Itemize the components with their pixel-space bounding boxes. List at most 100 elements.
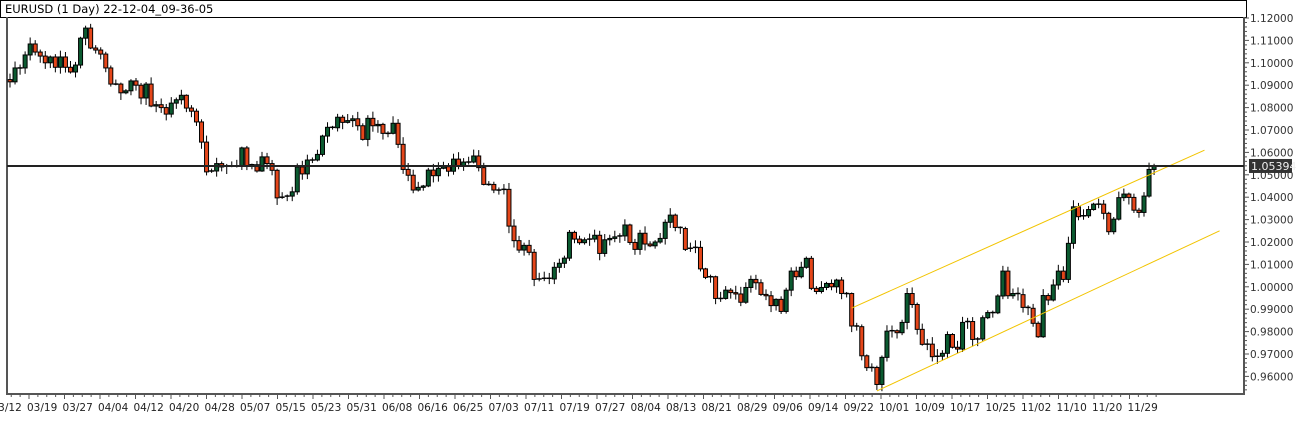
candle [682,226,688,252]
candle [672,213,678,232]
candle-body-bear [274,169,280,199]
candle [864,354,870,371]
candle [889,325,895,338]
candle [753,274,759,290]
candle-body-bear [400,143,406,170]
candle-body-bear [98,49,104,55]
candle [491,181,497,194]
candle [778,296,784,314]
candle-body-bear [874,366,880,385]
candle [335,113,341,132]
candle [193,108,199,126]
candle [677,226,683,234]
candle-body-bear [380,123,386,134]
candle [118,82,124,100]
candle-body-bull [78,37,84,66]
x-tick-label: 08/29 [737,402,767,414]
candle [410,169,416,194]
candle-body-bear [1005,270,1011,297]
candle [1146,162,1152,198]
candle [496,187,502,195]
candle-body-bear [1136,209,1142,213]
candle-body-bear [829,282,835,288]
candle [501,184,507,195]
candle [859,324,865,361]
candle-body-bull [173,99,179,104]
candle [1091,202,1097,211]
candle-body-bull [743,286,749,303]
candle-body-bull [47,56,53,64]
candle-body-bear [476,155,482,169]
candle [12,61,18,85]
candle [1081,209,1087,220]
candle [1126,192,1132,205]
x-tick-label: 06/25 [453,402,483,414]
candle-body-bull [612,236,618,239]
candle [153,100,159,113]
candle-body-bear [299,166,305,175]
x-tick-label: 05/31 [347,402,377,414]
candle [451,153,457,175]
candle [642,226,648,251]
candle-body-bull [335,116,341,129]
y-tick-label: 1.00000 [1250,282,1293,294]
candle-body-bear [970,321,976,340]
candle-body-bull [168,102,174,115]
candle-body-bear [1106,212,1112,233]
candle-body-bear [703,268,709,278]
candle [1086,206,1092,218]
candle-body-bear [163,107,169,115]
candle [849,292,855,333]
candle-body-bull [723,289,729,299]
candle-body-bull [1070,206,1076,244]
candle [723,286,729,300]
x-tick-label: 04/04 [98,402,129,414]
candle-body-bear [758,282,764,295]
candle [607,234,613,246]
candle-body-bull [1055,270,1061,286]
candle [1030,303,1036,327]
candle-body-bear [632,241,638,250]
y-tick-label: 0.96000 [1250,371,1293,383]
candle-body-bull [1121,193,1127,199]
candle [1045,293,1051,306]
x-tick-label: 10/01 [879,402,909,414]
candle [829,279,835,291]
candle-body-bear [1020,294,1026,308]
y-tick-label: 0.99000 [1250,304,1293,316]
x-tick-label: 06/16 [418,402,449,414]
candle-body-bear [929,343,935,358]
candle-body-bull [995,295,1001,314]
candle [269,159,275,176]
candle [204,135,210,176]
candle [67,60,73,74]
candle-body-bull [657,237,663,243]
candle [1020,288,1026,313]
candle-body-bear [108,67,114,85]
candle [995,294,1001,315]
candle [541,271,547,282]
x-tick-label: 05/07 [240,402,270,414]
candle [949,333,955,349]
y-tick-label: 1.09000 [1250,80,1293,92]
candle [52,54,58,73]
candle-body-bear [642,232,648,245]
candle [62,51,68,73]
candle [471,149,477,164]
candle-body-bear [682,228,688,250]
candle [793,266,799,280]
candle-body-bull [788,270,794,291]
candle-body-bull [637,232,643,250]
candle [561,255,567,268]
candle-body-bear [254,164,260,172]
candle-body-bull [592,234,598,240]
candle [627,223,633,245]
x-tick-label: 11/20 [1092,402,1122,414]
candle [385,131,391,138]
candle-body-bear [62,56,68,68]
candle-body-bull [607,237,613,241]
candle-body-bear [1131,196,1137,211]
candle [813,286,819,295]
candle [632,238,638,255]
